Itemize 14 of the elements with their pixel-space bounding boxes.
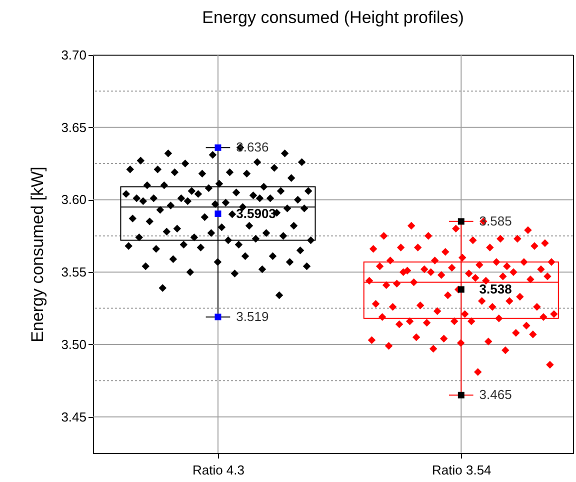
y-tick-label: 3.45	[61, 409, 86, 424]
annotation: 3.519	[236, 308, 269, 324]
y-tick-label: 3.65	[61, 120, 86, 135]
y-tick-label: 3.50	[61, 336, 86, 352]
x-tick-label: Ratio 4.3	[192, 462, 245, 478]
y-axis-title: Energy consumed [kW]	[28, 166, 48, 342]
annotation: 3.465	[479, 387, 512, 402]
x-tick-label: Ratio 3.54	[432, 462, 492, 478]
y-tick-label: 3.55	[61, 264, 86, 280]
y-tick-label: 3.60	[61, 192, 86, 208]
chart-title: Energy consumed (Height profiles)	[202, 8, 464, 27]
annotation: 3.5903	[236, 206, 276, 221]
annotation: 3.538	[479, 281, 512, 296]
y-tick-label: 3.70	[61, 48, 86, 62]
